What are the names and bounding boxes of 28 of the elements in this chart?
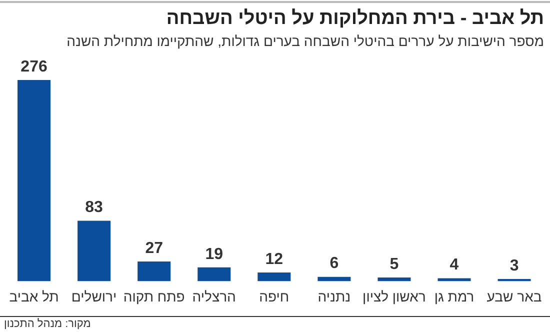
x-tick-label: באר שבע [486, 288, 542, 304]
bar [378, 278, 411, 282]
bar [198, 267, 231, 282]
x-tick-label: ראשון לציון [362, 288, 426, 304]
chart-subtitle: מספר הישיבות על עררים בהיטלי השבחה בערים גדולות, שהתקיימו מתחילת השנה [66, 33, 544, 49]
x-tick-label: נתניה [318, 288, 351, 304]
data-label: 4 [450, 256, 459, 274]
data-label: 27 [145, 240, 164, 257]
data-label: 12 [265, 250, 284, 268]
x-tick-label: ירושלים [71, 288, 117, 304]
bar [78, 220, 111, 282]
data-label: 5 [390, 256, 399, 273]
data-label: 19 [205, 246, 224, 263]
x-tick-label: רמת גן [434, 288, 474, 304]
chart-title: תל אביב - בירת המחלוקות על היטלי השבחה [166, 8, 544, 30]
data-label: 3 [510, 257, 519, 274]
data-label: 276 [20, 58, 48, 76]
bar [318, 276, 351, 282]
data-label: 83 [85, 199, 104, 216]
bar [138, 262, 171, 282]
x-tick-label: פתח תקוה [123, 288, 185, 304]
x-tick-label: הרצליה [192, 288, 236, 304]
x-tick-label: חיפה [259, 288, 290, 304]
text: מקור: מנהל התכנון [4, 318, 91, 330]
x-tick-label: תל אביב [9, 288, 59, 304]
bar [18, 80, 51, 282]
bar [258, 272, 291, 282]
data-label: 6 [330, 255, 339, 272]
